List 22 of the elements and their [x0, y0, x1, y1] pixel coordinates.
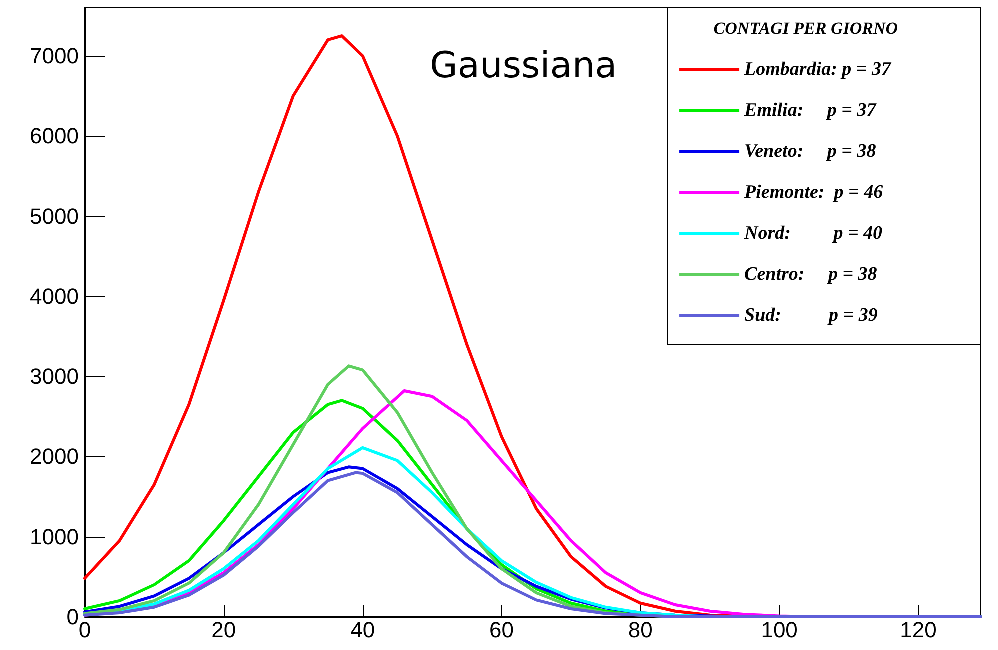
- annotation: Gaussiana: [430, 46, 618, 86]
- y-tick-label: 2000: [30, 444, 79, 470]
- legend-label: Sud: p = 39: [744, 305, 878, 326]
- legend-title: CONTAGI PER GIORNO: [714, 19, 898, 38]
- legend-label: Centro: p = 38: [744, 264, 878, 285]
- legend-label: Veneto: p = 38: [744, 141, 877, 162]
- legend-label: Lombardia: p = 37: [744, 59, 892, 80]
- x-tick-label: 60: [490, 618, 514, 642]
- y-tick-label: 4000: [30, 284, 79, 309]
- x-tick-label: 20: [212, 618, 236, 642]
- y-tick-label: 1000: [30, 524, 79, 550]
- y-tick-label: 5000: [30, 204, 79, 229]
- legend-label: Nord: p = 40: [744, 223, 884, 244]
- y-tick-label: 7000: [30, 44, 79, 69]
- legend-label: Piemonte: p = 46: [744, 182, 884, 203]
- y-tick-label: 6000: [30, 124, 79, 149]
- x-tick-label: 100: [761, 618, 798, 642]
- x-tick-label: 40: [350, 618, 376, 642]
- y-tick-label: 3000: [30, 364, 79, 390]
- legend-label: Emilia: p = 37: [744, 100, 878, 121]
- x-tick-label: 120: [900, 618, 937, 642]
- x-tick-label: 80: [628, 618, 653, 642]
